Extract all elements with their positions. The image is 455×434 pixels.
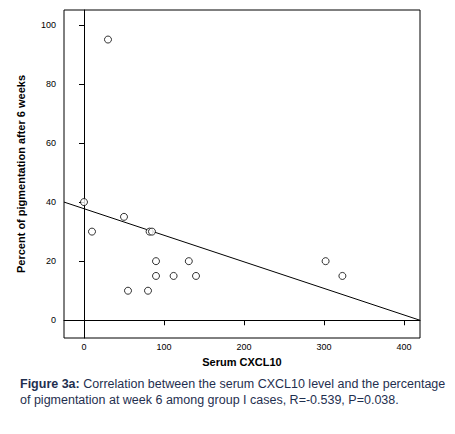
svg-text:400: 400 [396, 342, 411, 352]
svg-text:Percent of pigmentation after: Percent of pigmentation after 6 weeks [15, 75, 27, 273]
svg-text:200: 200 [236, 342, 251, 352]
svg-text:Serum CXCL10: Serum CXCL10 [202, 356, 281, 368]
svg-text:20: 20 [46, 256, 56, 266]
svg-text:80: 80 [46, 79, 56, 89]
svg-text:100: 100 [41, 20, 56, 30]
svg-text:0: 0 [81, 342, 86, 352]
svg-text:300: 300 [316, 342, 331, 352]
svg-text:60: 60 [46, 138, 56, 148]
svg-text:0: 0 [51, 315, 56, 325]
svg-text:100: 100 [156, 342, 171, 352]
html-text:Figure 3a: Correlation between: Figure 3a: Correlation between the serum… [20, 377, 446, 407]
svg-text:40: 40 [46, 197, 56, 207]
